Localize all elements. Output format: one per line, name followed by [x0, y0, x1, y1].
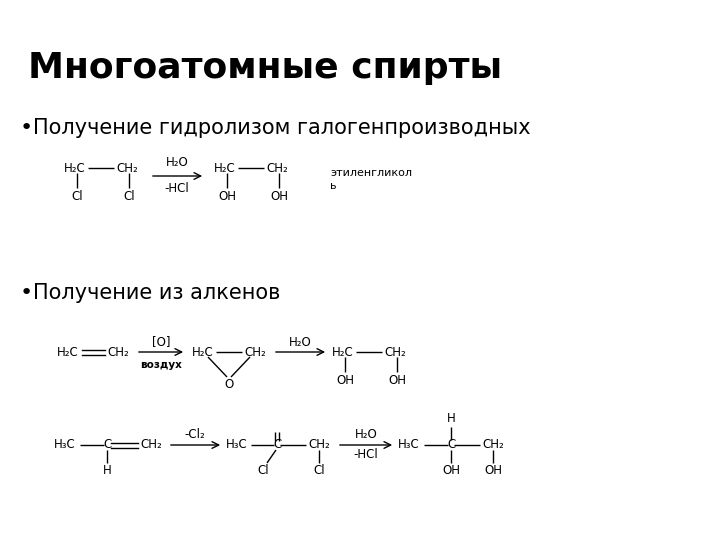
Text: C: C	[447, 438, 455, 451]
Text: ь: ь	[330, 181, 336, 191]
Text: CH₂: CH₂	[308, 438, 330, 451]
Text: Cl: Cl	[313, 464, 325, 477]
Text: CH₂: CH₂	[384, 346, 406, 359]
Text: H₂C: H₂C	[214, 161, 236, 174]
Text: воздух: воздух	[140, 360, 182, 370]
Text: OH: OH	[484, 464, 502, 477]
Text: Cl: Cl	[257, 464, 269, 477]
Text: O: O	[225, 379, 233, 392]
Text: Cl: Cl	[71, 191, 83, 204]
Text: OH: OH	[270, 191, 288, 204]
Text: H₂C: H₂C	[57, 346, 79, 359]
Text: OH: OH	[388, 375, 406, 388]
Text: H: H	[103, 464, 112, 477]
Text: -Cl₂: -Cl₂	[184, 429, 205, 442]
Text: C: C	[103, 438, 111, 451]
Text: OH: OH	[336, 375, 354, 388]
Text: Получение из алкенов: Получение из алкенов	[33, 283, 280, 303]
Text: H₂O: H₂O	[355, 429, 377, 442]
Text: CH₂: CH₂	[244, 346, 266, 359]
Text: -HCl: -HCl	[354, 449, 379, 462]
Text: Cl: Cl	[123, 191, 135, 204]
Text: этиленгликол: этиленгликол	[330, 168, 412, 178]
Text: H₃C: H₃C	[54, 438, 76, 451]
Text: CH₂: CH₂	[482, 438, 504, 451]
Text: H₂O: H₂O	[289, 335, 311, 348]
Text: CH₂: CH₂	[266, 161, 288, 174]
Text: -HCl: -HCl	[165, 181, 189, 194]
Text: [O]: [O]	[152, 335, 170, 348]
Text: CH₂: CH₂	[116, 161, 138, 174]
Text: Многоатомные спирты: Многоатомные спирты	[28, 51, 502, 85]
Text: H₃C: H₃C	[398, 438, 420, 451]
Text: H₂C: H₂C	[64, 161, 86, 174]
Text: •: •	[20, 283, 33, 303]
Text: •: •	[20, 118, 33, 138]
Text: CH₂: CH₂	[140, 438, 162, 451]
Text: CH₂: CH₂	[107, 346, 129, 359]
Text: H₃C: H₃C	[226, 438, 248, 451]
Text: C: C	[273, 438, 281, 451]
Text: H₂C: H₂C	[192, 346, 214, 359]
Text: Получение гидролизом галогенпроизводных: Получение гидролизом галогенпроизводных	[33, 118, 531, 138]
Text: OH: OH	[218, 191, 236, 204]
Text: OH: OH	[442, 464, 460, 477]
Text: H₂O: H₂O	[166, 156, 189, 168]
Text: H: H	[446, 413, 455, 426]
Text: H₂C: H₂C	[332, 346, 354, 359]
